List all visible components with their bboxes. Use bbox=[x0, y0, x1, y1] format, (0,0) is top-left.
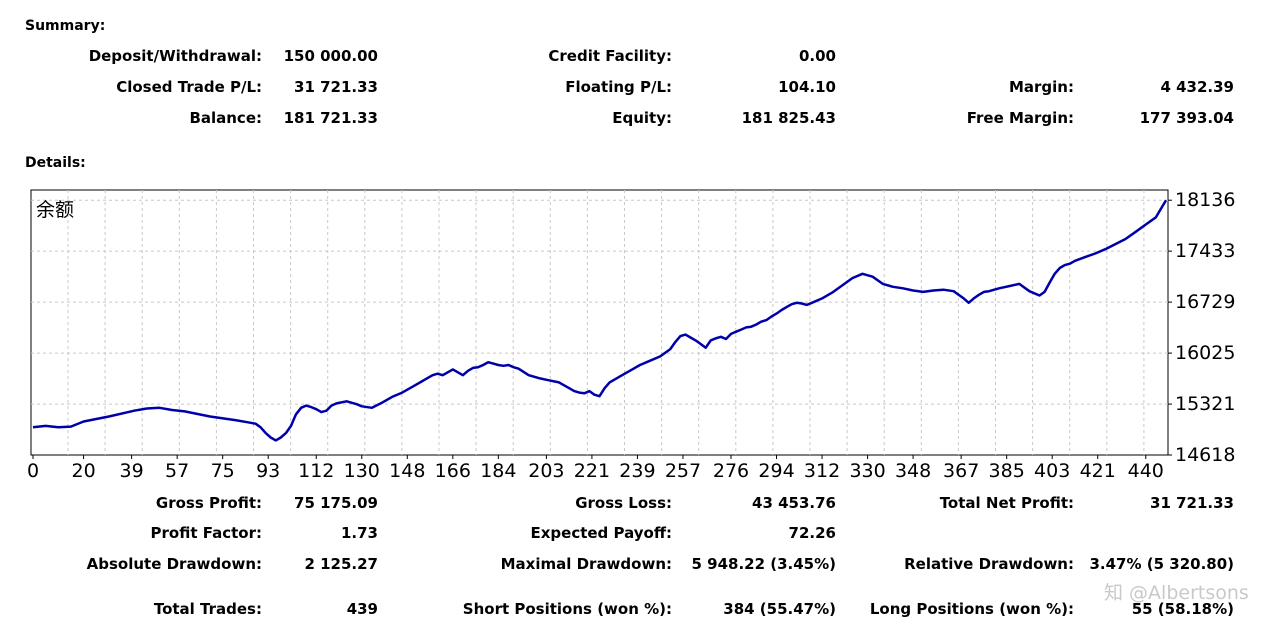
x-tick-label: 20 bbox=[71, 460, 95, 482]
x-tick-label: 421 bbox=[1080, 460, 1116, 482]
details-stat-label: Expected Payoff: bbox=[530, 524, 672, 542]
summary-stat-label: Balance: bbox=[189, 109, 262, 127]
summary-stat-label: Closed Trade P/L: bbox=[116, 78, 262, 96]
details-stat-label: Gross Loss: bbox=[575, 494, 672, 512]
plot-area bbox=[30, 189, 1169, 456]
summary-stat-value: 4 432.39 bbox=[1160, 78, 1234, 96]
summary-stat-value: 31 721.33 bbox=[294, 78, 378, 96]
x-tick-label: 221 bbox=[574, 460, 610, 482]
y-tick-label: 16025 bbox=[1175, 342, 1235, 364]
watermark: 知 @Albertsons bbox=[1104, 582, 1249, 604]
details-stat-value: 2 125.27 bbox=[304, 555, 378, 573]
x-tick-label: 440 bbox=[1128, 460, 1164, 482]
x-tick-label: 294 bbox=[758, 460, 794, 482]
x-tick-label: 239 bbox=[619, 460, 655, 482]
details-stat-value: 1.73 bbox=[340, 524, 378, 542]
chart-title: 余额 bbox=[36, 199, 74, 221]
summary-stat-value: 0.00 bbox=[798, 47, 836, 65]
x-tick-label: 0 bbox=[27, 460, 39, 482]
summary-stat-label: Deposit/Withdrawal: bbox=[88, 47, 262, 65]
x-tick-label: 112 bbox=[298, 460, 334, 482]
summary-stat-label: Credit Facility: bbox=[548, 47, 672, 65]
details-stat-value: 55 (58.18%) bbox=[1131, 600, 1234, 618]
x-tick-label: 166 bbox=[435, 460, 471, 482]
balance-series-line bbox=[32, 199, 1168, 442]
summary-stat-value: 150 000.00 bbox=[283, 47, 378, 65]
y-tick-label: 15321 bbox=[1175, 393, 1235, 415]
details-stat-label: Short Positions (won %): bbox=[462, 600, 672, 618]
y-tick-label: 16729 bbox=[1175, 291, 1235, 313]
details-stat-value: 75 175.09 bbox=[294, 494, 378, 512]
details-stat-value: 3.47% (5 320.80) bbox=[1089, 555, 1234, 573]
x-tick-label: 130 bbox=[344, 460, 380, 482]
x-tick-label: 385 bbox=[989, 460, 1025, 482]
details-stat-label: Absolute Drawdown: bbox=[86, 555, 262, 573]
x-tick-label: 184 bbox=[480, 460, 516, 482]
details-stat-label: Total Net Profit: bbox=[939, 494, 1074, 512]
x-tick-label: 367 bbox=[943, 460, 979, 482]
details-stat-label: Total Trades: bbox=[153, 600, 262, 618]
details-stat-label: Maximal Drawdown: bbox=[500, 555, 672, 573]
x-tick-label: 148 bbox=[389, 460, 425, 482]
summary-stat-value: 181 825.43 bbox=[741, 109, 836, 127]
y-tick-label: 17433 bbox=[1175, 240, 1235, 262]
details-stat-value: 72.26 bbox=[788, 524, 836, 542]
details-stat-value: 439 bbox=[346, 600, 378, 618]
y-tick-label: 18136 bbox=[1175, 189, 1235, 211]
details-stat-label: Relative Drawdown: bbox=[904, 555, 1074, 573]
x-tick-label: 93 bbox=[256, 460, 280, 482]
balance-chart: 18136 17433 16729 16025 15321 14618 0 20 39 57 75 9… bbox=[27, 189, 1236, 482]
x-tick-label: 257 bbox=[665, 460, 701, 482]
x-tick-label: 39 bbox=[120, 460, 144, 482]
x-tick-label: 57 bbox=[165, 460, 189, 482]
x-tick-label: 312 bbox=[804, 460, 840, 482]
x-tick-label: 330 bbox=[849, 460, 885, 482]
summary-stat-label: Margin: bbox=[1008, 78, 1074, 96]
x-tick-label: 203 bbox=[528, 460, 564, 482]
summary-stat-value: 104.10 bbox=[778, 78, 836, 96]
details-stat-value: 5 948.22 (3.45%) bbox=[691, 555, 836, 573]
summary-stat-value: 177 393.04 bbox=[1139, 109, 1234, 127]
details-stat-label: Profit Factor: bbox=[150, 524, 262, 542]
y-tick-label: 14618 bbox=[1175, 444, 1235, 466]
x-tick-label: 75 bbox=[211, 460, 235, 482]
summary-stat-label: Free Margin: bbox=[966, 109, 1074, 127]
details-heading: Details: bbox=[25, 155, 86, 171]
summary-stat-label: Equity: bbox=[612, 109, 672, 127]
summary-stat-label: Floating P/L: bbox=[565, 78, 672, 96]
details-stat-value: 384 (55.47%) bbox=[723, 600, 836, 618]
x-tick-label: 348 bbox=[895, 460, 931, 482]
x-tick-label: 276 bbox=[713, 460, 749, 482]
summary-stat-value: 181 721.33 bbox=[283, 109, 378, 127]
details-stat-label: Gross Profit: bbox=[155, 494, 262, 512]
x-tick-label: 403 bbox=[1034, 460, 1070, 482]
details-stat-value: 31 721.33 bbox=[1150, 494, 1234, 512]
details-stat-value: 43 453.76 bbox=[752, 494, 836, 512]
details-stat-label: Long Positions (won %): bbox=[869, 600, 1074, 618]
summary-heading: Summary: bbox=[25, 18, 106, 34]
